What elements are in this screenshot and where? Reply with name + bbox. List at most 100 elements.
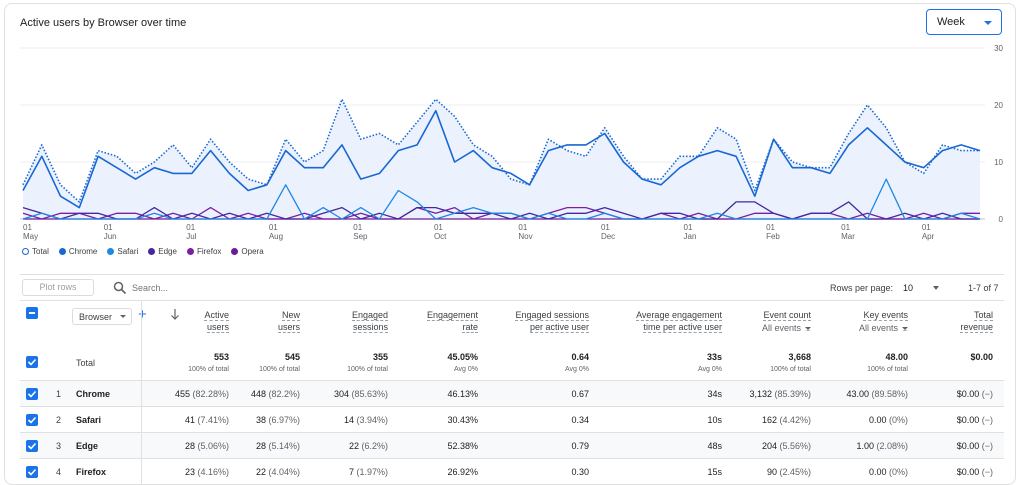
- legend-swatch: [231, 248, 239, 255]
- total-value: $0.00: [970, 352, 993, 362]
- chevron-down-icon: [120, 315, 126, 318]
- row-cell: 10s: [707, 415, 722, 425]
- legend-label: Safari: [117, 247, 139, 256]
- total-subtext: Avg 0%: [565, 366, 589, 373]
- legend-label: Chrome: [68, 247, 98, 256]
- x-tick-month: Mar: [841, 232, 855, 241]
- legend-item-opera[interactable]: Opera: [231, 247, 264, 256]
- column-header-line2: per active user: [529, 322, 589, 333]
- legend-label: Total: [32, 247, 49, 256]
- x-tick-month: Sep: [353, 232, 368, 241]
- row-cell: 46.13%: [447, 389, 478, 399]
- legend-item-edge[interactable]: Edge: [148, 247, 177, 256]
- add-dimension-button[interactable]: +: [138, 306, 147, 323]
- event-filter-dropdown[interactable]: All events: [762, 322, 811, 334]
- rows-per-page-label: Rows per page:: [830, 283, 894, 293]
- total-subtext: Avg 0%: [698, 366, 722, 373]
- event-filter-dropdown[interactable]: All events: [859, 322, 908, 334]
- row-cell: 0.34: [571, 415, 589, 425]
- x-tick-day: 01: [841, 223, 850, 232]
- column-header[interactable]: Event count All events: [762, 309, 811, 334]
- row-cell: 90 (2.45%): [766, 467, 811, 477]
- total-value: 545: [284, 352, 300, 362]
- legend-item-firefox[interactable]: Firefox: [186, 247, 221, 256]
- table-row[interactable]: 1 Chrome 455 (82.28%) 448 (82.2%) 304 (85.63…: [20, 381, 1004, 407]
- column-header[interactable]: Engaged sessions: [351, 309, 388, 333]
- row-cell: 448 (82.2%): [250, 389, 300, 399]
- select-all-checkbox[interactable]: [26, 307, 38, 319]
- plot-rows-button[interactable]: Plot rows: [22, 279, 94, 296]
- row-checkbox[interactable]: [26, 466, 38, 478]
- chevron-down-icon[interactable]: [933, 286, 939, 290]
- y-tick-label: 10: [994, 158, 1003, 167]
- column-header-line1: Active: [204, 310, 229, 321]
- x-tick-month: Nov: [518, 232, 532, 241]
- row-browser-name: Safari: [76, 415, 102, 425]
- legend-item-chrome[interactable]: Chrome: [58, 247, 98, 256]
- row-cell: 43.00 (89.58%): [846, 389, 908, 399]
- y-tick-label: 20: [994, 101, 1003, 110]
- x-tick-day: 01: [434, 223, 443, 232]
- row-checkbox[interactable]: [26, 440, 38, 452]
- row-cell: 28 (5.06%): [184, 441, 229, 451]
- legend-item-total[interactable]: Total: [22, 247, 49, 256]
- total-value: 3,668: [788, 352, 811, 362]
- legend-swatch: [107, 248, 115, 255]
- rows-per-page-select[interactable]: 10: [903, 283, 914, 293]
- chart-legend: Total Chrome Safari Edge Firefox Opera: [22, 247, 264, 256]
- row-cell: 41 (7.41%): [184, 415, 229, 425]
- column-header[interactable]: Engagement rate: [426, 309, 478, 333]
- legend-item-safari[interactable]: Safari: [107, 247, 138, 256]
- column-header[interactable]: Average engagement time per active user: [636, 309, 722, 333]
- row-cell: 304 (85.63%): [333, 389, 388, 399]
- total-value: 355: [372, 352, 388, 362]
- total-value: 33s: [706, 352, 722, 362]
- row-cell: 0.00 (0%): [868, 467, 908, 477]
- row-checkbox[interactable]: [26, 414, 38, 426]
- row-number: 2: [56, 415, 62, 425]
- row-cell: 48s: [707, 441, 722, 451]
- table-row[interactable]: 3 Edge 28 (5.06%) 28 (5.14%) 22 (6.2%) 52.38%…: [20, 433, 1004, 459]
- row-cell: 38 (6.97%): [255, 415, 300, 425]
- x-tick-day: 01: [684, 223, 693, 232]
- x-tick-month: Jun: [104, 232, 117, 241]
- x-tick-day: 01: [269, 223, 278, 232]
- search-input[interactable]: [132, 280, 432, 296]
- row-cell: 26.92%: [447, 467, 478, 477]
- row-cell: $0.00 (−): [956, 415, 993, 425]
- x-tick-month: Jul: [186, 232, 196, 241]
- column-header-line2: revenue: [960, 322, 993, 333]
- row-cell: 15s: [707, 467, 722, 477]
- period-dropdown[interactable]: Week: [926, 9, 1002, 35]
- table-toolbar: Plot rows Rows per page: 10 1-7 of 7: [20, 274, 1004, 300]
- column-header[interactable]: Key events All events: [859, 309, 908, 334]
- row-cell: 28 (5.14%): [255, 441, 300, 451]
- total-value: 553: [213, 352, 229, 362]
- table-row[interactable]: 2 Safari 41 (7.41%) 38 (6.97%) 14 (3.94%) 30.…: [20, 407, 1004, 433]
- card-title: Active users by Browser over time: [20, 17, 187, 29]
- row-checkbox[interactable]: [26, 388, 38, 400]
- period-dropdown-value: Week: [937, 16, 965, 28]
- column-header-line2: sessions: [352, 322, 388, 333]
- row-cell: 22 (6.2%): [348, 441, 388, 451]
- row-cell: 455 (82.28%): [174, 389, 229, 399]
- column-header[interactable]: New users: [277, 309, 300, 333]
- table-row[interactable]: 4 Firefox 23 (4.16%) 22 (4.04%) 7 (1.97%) 26.…: [20, 459, 1004, 485]
- x-tick-day: 01: [104, 223, 113, 232]
- row-cell: 1.00 (2.08%): [856, 441, 908, 451]
- column-divider: [141, 300, 142, 485]
- row-cell: 34s: [707, 389, 722, 399]
- row-browser-name: Edge: [76, 441, 99, 451]
- total-subtext: 100% of total: [347, 366, 388, 373]
- total-subtext: 100% of total: [259, 366, 300, 373]
- row-cell: 22 (4.04%): [255, 467, 300, 477]
- column-header[interactable]: Engaged sessions per active user: [515, 309, 589, 333]
- series-line-total: [22, 98, 980, 203]
- x-tick-month: Dec: [601, 232, 615, 241]
- total-checkbox[interactable]: [26, 356, 38, 368]
- column-header[interactable]: Total revenue: [960, 309, 993, 333]
- row-cell: 0.30: [571, 467, 589, 477]
- sort-descending-icon[interactable]: [170, 308, 180, 320]
- dimension-dropdown[interactable]: Browser: [72, 308, 132, 325]
- column-header[interactable]: Active users: [204, 309, 229, 333]
